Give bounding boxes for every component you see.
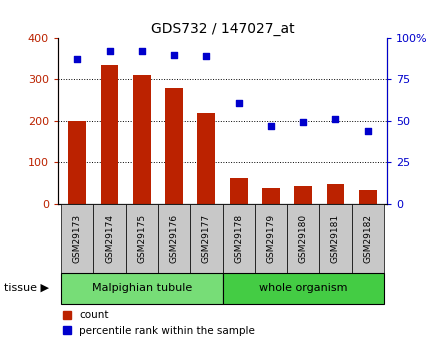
- Text: GSM29182: GSM29182: [363, 214, 372, 263]
- Text: GSM29181: GSM29181: [331, 214, 340, 263]
- Text: tissue ▶: tissue ▶: [4, 283, 49, 293]
- Bar: [69, 121, 86, 204]
- Point: [106, 48, 113, 54]
- Text: GSM29174: GSM29174: [105, 214, 114, 263]
- Title: GDS732 / 147027_at: GDS732 / 147027_at: [151, 21, 294, 36]
- Text: GSM29173: GSM29173: [73, 214, 82, 263]
- Bar: [294, 186, 312, 204]
- Bar: [359, 190, 376, 204]
- Text: Malpighian tubule: Malpighian tubule: [92, 283, 192, 293]
- Bar: [327, 184, 344, 204]
- Bar: [198, 113, 215, 204]
- Text: GSM29179: GSM29179: [267, 214, 275, 263]
- Point: [364, 128, 371, 134]
- Point: [138, 48, 146, 54]
- Text: GSM29176: GSM29176: [170, 214, 178, 263]
- Bar: [262, 188, 280, 204]
- Text: GSM29180: GSM29180: [299, 214, 307, 263]
- Point: [170, 52, 178, 57]
- Point: [299, 120, 307, 125]
- Point: [203, 53, 210, 59]
- Point: [332, 116, 339, 122]
- Text: whole organism: whole organism: [259, 283, 348, 293]
- Point: [267, 123, 275, 128]
- Text: GSM29177: GSM29177: [202, 214, 211, 263]
- Legend: count, percentile rank within the sample: count, percentile rank within the sample: [59, 306, 259, 340]
- Bar: [230, 178, 247, 204]
- Point: [235, 100, 242, 105]
- Text: GSM29175: GSM29175: [138, 214, 146, 263]
- Bar: [101, 65, 118, 204]
- Bar: [133, 75, 151, 204]
- Text: GSM29178: GSM29178: [234, 214, 243, 263]
- Bar: [165, 88, 183, 204]
- Point: [74, 57, 81, 62]
